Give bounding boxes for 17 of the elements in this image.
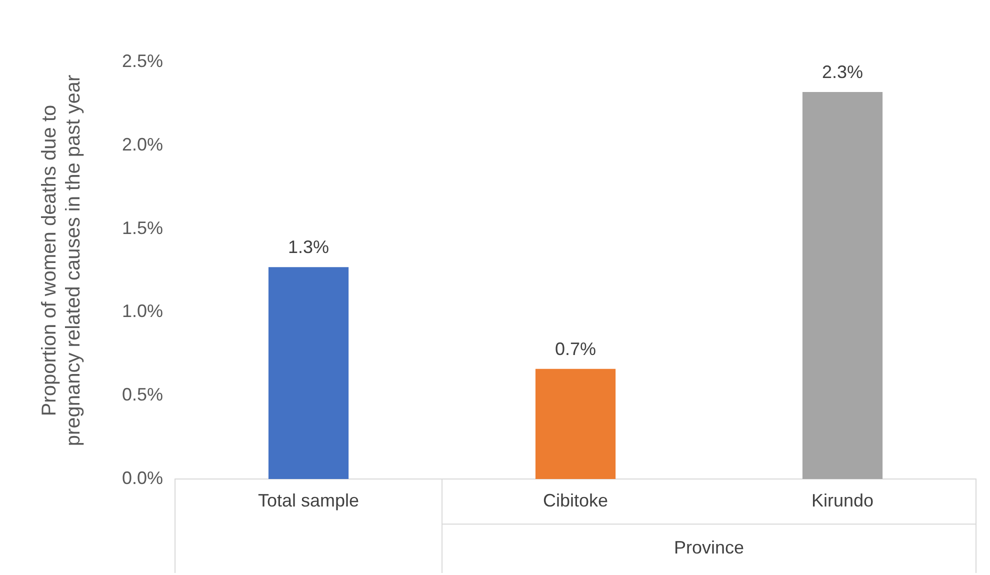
x-tick-label: Cibitoke [543, 490, 608, 511]
y-tick-label: 1.0% [122, 301, 164, 322]
y-tick-label: 2.5% [122, 50, 164, 71]
y-axis-title: Proportion of women deaths due to pregnancy related causes in the past year [38, 74, 85, 446]
y-tick-label: 0.0% [122, 468, 164, 488]
x-tick-label: Kirundo [811, 490, 874, 511]
text: Province [674, 538, 744, 558]
data-label: 2.3% [822, 62, 864, 82]
x-tick-label: Total sample [258, 490, 360, 511]
y-tick-label: 2.0% [122, 134, 164, 154]
data-label: 1.3% [288, 237, 330, 258]
data-label: 0.7% [555, 338, 596, 359]
bar [802, 92, 883, 479]
bar [535, 368, 616, 479]
bar [268, 267, 349, 479]
y-tick-label: 1.5% [122, 218, 164, 238]
y-tick-label: 0.5% [122, 384, 164, 405]
